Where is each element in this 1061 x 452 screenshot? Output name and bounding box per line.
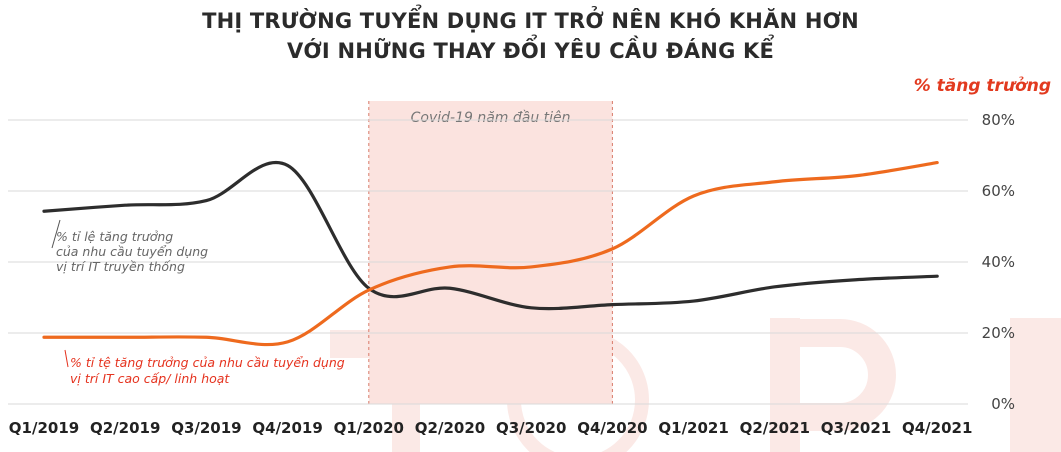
- annotation-line: % tỉ lệ tăng trưởng: [56, 229, 173, 244]
- annotation-line: % tỉ tệ tăng trưởng của nhu cầu tuyển dụ…: [70, 355, 345, 370]
- y-axis-unit-label: % tăng trưởng: [913, 76, 1051, 96]
- covid-band-fill: [368, 101, 613, 404]
- gridlines: [8, 119, 968, 405]
- y-axis-ticks: 0% 20% 40% 60% 80%: [982, 111, 1015, 413]
- annotation-line: của nhu cầu tuyển dụng: [56, 244, 208, 259]
- annotation-leader-line: [51, 219, 61, 249]
- series-lines: [42, 161, 939, 347]
- x-tick-label: Q2/2020: [415, 419, 485, 437]
- x-tick-label: Q3/2021: [821, 419, 891, 437]
- y-tick-label: 80%: [982, 111, 1015, 129]
- x-tick-label: Q3/2020: [496, 419, 566, 437]
- series-line-traditional: [42, 161, 939, 311]
- x-axis-ticks: Q1/2019 Q2/2019 Q3/2019 Q4/2019 Q1/2020 Q2/20…: [9, 419, 973, 437]
- annotation-line: vị trí IT truyền thống: [56, 259, 185, 274]
- x-tick-label: Q1/2019: [9, 419, 79, 437]
- x-tick-label: Q4/2019: [252, 419, 322, 437]
- y-tick-label: 20%: [982, 324, 1015, 342]
- annotation-leader-line: [64, 349, 69, 368]
- x-tick-label: Q1/2021: [658, 419, 728, 437]
- x-tick-label: Q4/2020: [577, 419, 647, 437]
- x-tick-label: Q1/2020: [334, 419, 404, 437]
- annotation-line: vị trí IT cao cấp/ linh hoạt: [70, 371, 230, 386]
- x-tick-label: Q4/2021: [902, 419, 972, 437]
- y-tick-label: 40%: [982, 253, 1015, 271]
- x-tick-label: Q2/2019: [90, 419, 160, 437]
- annotation-senior: % tỉ tệ tăng trưởng của nhu cầu tuyển dụ…: [64, 349, 345, 386]
- x-tick-label: Q3/2019: [171, 419, 241, 437]
- y-tick-label: 60%: [982, 182, 1015, 200]
- series-line-senior: [42, 161, 939, 347]
- title-line-1: THỊ TRƯỜNG TUYỂN DỤNG IT TRỞ NÊN KHÓ KHĂ…: [202, 9, 859, 33]
- title-line-2: VỚI NHỮNG THAY ĐỔI YÊU CẦU ĐÁNG KỂ: [286, 39, 775, 63]
- watermark-shape: [785, 319, 896, 431]
- watermark-shape: [1010, 318, 1061, 452]
- chart-title: THỊ TRƯỜNG TUYỂN DỤNG IT TRỞ NÊN KHÓ KHĂ…: [0, 6, 1061, 66]
- x-tick-label: Q2/2021: [740, 419, 810, 437]
- covid-band-label: Covid-19 năm đầu tiên: [411, 110, 571, 126]
- covid-period-band: Covid-19 năm đầu tiên: [368, 101, 613, 404]
- y-tick-label: 0%: [991, 395, 1015, 413]
